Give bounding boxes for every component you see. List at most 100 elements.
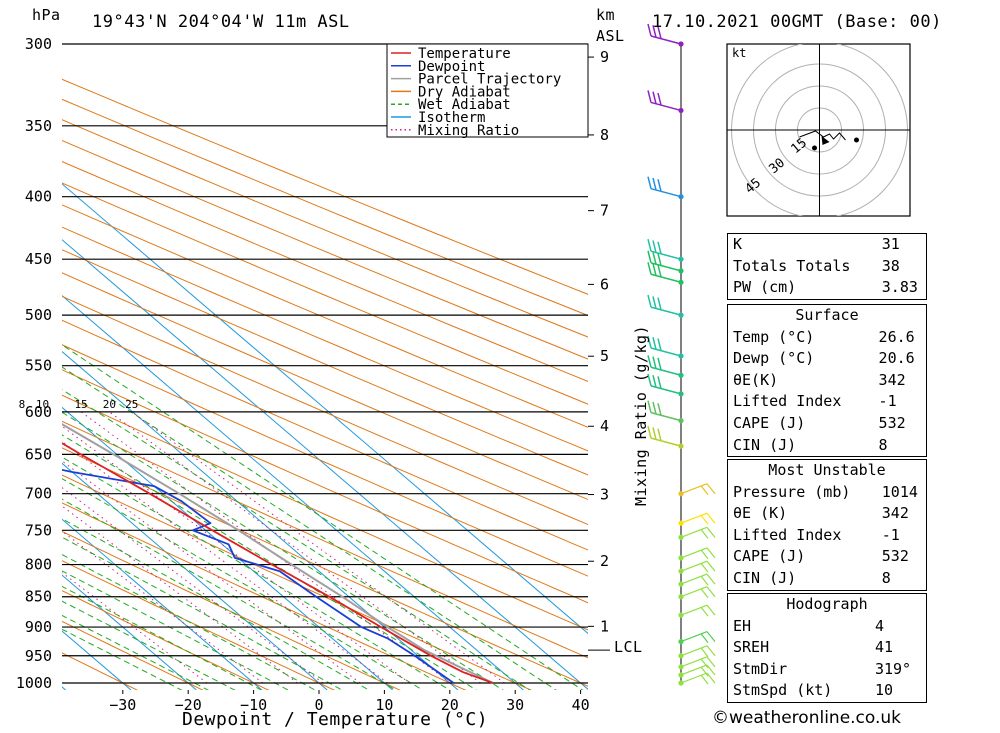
table-key: StmSpd (kt) bbox=[733, 681, 833, 700]
legend-label: Wet Adiabat bbox=[418, 97, 511, 113]
wind-barb bbox=[647, 262, 684, 285]
table-row: EH 4 bbox=[728, 616, 927, 638]
isotherm-line bbox=[62, 406, 393, 690]
legend-label: Isotherm bbox=[418, 110, 485, 126]
table-row: StmDir 319° bbox=[728, 659, 927, 681]
wind-barb-dot bbox=[678, 555, 684, 561]
table-key: PW (cm) bbox=[733, 278, 797, 297]
table-value: 38 bbox=[881, 256, 900, 275]
pressure-axis: 300 350 400 450 500 550 600 650 700 750 800 850 900 9… bbox=[16, 35, 52, 692]
wind-barb-dot bbox=[678, 534, 684, 540]
wind-barb-dot bbox=[678, 639, 684, 645]
table-value: 4 bbox=[874, 616, 884, 635]
wind-barb bbox=[647, 335, 684, 359]
table-value: 26.6 bbox=[878, 327, 915, 346]
wind-barb-dot bbox=[678, 491, 684, 497]
hodograph-point bbox=[854, 137, 859, 143]
wind-barb-dot bbox=[678, 672, 684, 678]
table-key: Pressure (mb) bbox=[733, 482, 851, 501]
isotherm-lines bbox=[62, 183, 588, 690]
wind-barb-dot bbox=[678, 353, 684, 359]
pressure-tick-label: 900 bbox=[25, 618, 52, 636]
km-tick-label: 1 bbox=[600, 617, 609, 635]
wind-barb bbox=[647, 355, 684, 378]
table-value: -1 bbox=[881, 525, 900, 544]
wind-barb bbox=[678, 656, 716, 670]
mixing-ratio-line bbox=[62, 486, 324, 684]
pressure-tick-label: 750 bbox=[25, 521, 52, 539]
wind-barb bbox=[647, 400, 684, 424]
wind-barb bbox=[678, 547, 716, 561]
surface-title: Surface bbox=[795, 306, 859, 324]
table-row: K 31 bbox=[728, 234, 927, 256]
most-unstable-table: Most Unstable Pressure (mb) 1014 θE (K) 34… bbox=[727, 459, 927, 591]
wet-adiabat-line bbox=[62, 388, 531, 690]
mixing-ratio-axis-title: Mixing Ratio (g/kg) bbox=[632, 324, 650, 506]
wet-adiabat-line bbox=[62, 478, 424, 690]
table-row: Totals Totals 38 bbox=[728, 256, 927, 278]
wind-barb-dot bbox=[678, 372, 684, 378]
isotherm-line bbox=[62, 574, 197, 690]
table-value: 342 bbox=[881, 504, 909, 523]
wet-adiabat-line bbox=[62, 344, 584, 690]
dry-adiabat-line bbox=[62, 139, 588, 360]
datetime-label: 17.10.2021 00GMT (Base: 00) bbox=[652, 12, 942, 32]
dry-adiabat-line bbox=[62, 560, 336, 690]
surface-table: Surface Temp (°C) 26.6 Dewp (°C) 20.6 θE(K… bbox=[727, 304, 927, 458]
table-key: Dewp (°C) bbox=[733, 349, 815, 368]
table-key: CAPE (J) bbox=[733, 547, 806, 566]
table-value: 342 bbox=[878, 370, 906, 389]
x-tick-label: 0 bbox=[314, 696, 323, 714]
wind-barb bbox=[647, 90, 684, 114]
wind-barb bbox=[678, 672, 716, 686]
table-row: Lifted Index -1 bbox=[728, 525, 927, 547]
table-row: Lifted Index -1 bbox=[728, 391, 927, 413]
x-tick-label: 30 bbox=[506, 696, 524, 714]
hodograph-unit-label: kt bbox=[732, 46, 746, 60]
pressure-tick-label: 400 bbox=[25, 188, 52, 206]
table-row: CAPE (J) 532 bbox=[728, 413, 927, 435]
hodograph-point bbox=[812, 145, 817, 151]
mixing-ratio-label: 10 bbox=[36, 398, 49, 411]
wind-barb bbox=[647, 373, 684, 397]
dry-adiabat-line bbox=[62, 620, 204, 690]
table-key: CAPE (J) bbox=[733, 413, 806, 432]
pressure-tick-label: 450 bbox=[25, 250, 52, 268]
table-value: 532 bbox=[878, 413, 906, 432]
temperature-axis: −30 −20 −10 0 10 20 30 40 bbox=[109, 690, 590, 714]
table-key: Lifted Index bbox=[733, 392, 842, 411]
isotherm-line bbox=[62, 294, 524, 690]
dry-adiabat-line bbox=[62, 420, 588, 659]
mixing-ratio-labels: 12346810152025 bbox=[19, 398, 139, 411]
hodograph-trace bbox=[799, 130, 846, 141]
wind-barb-dot bbox=[678, 107, 684, 114]
dry-adiabat-line bbox=[62, 119, 588, 338]
wind-barb-dot bbox=[678, 520, 684, 526]
wet-adiabat-line bbox=[62, 366, 557, 690]
dry-adiabat-line bbox=[62, 98, 588, 317]
table-key: CIN (J) bbox=[733, 568, 797, 587]
pressure-tick-label: 950 bbox=[25, 647, 52, 665]
wind-barb-dot bbox=[678, 418, 684, 424]
km-tick-label: 4 bbox=[600, 417, 609, 435]
isotherm-line bbox=[62, 462, 328, 690]
x-axis-title: Dewpoint / Temperature (°C) bbox=[182, 709, 489, 730]
wind-barb bbox=[678, 526, 716, 540]
wet-adiabat-line bbox=[62, 434, 478, 690]
table-row: Pressure (mb) 1014 bbox=[728, 482, 927, 504]
table-key: Totals Totals bbox=[733, 256, 851, 275]
wet-adiabat-line bbox=[62, 456, 451, 690]
wind-barb bbox=[678, 573, 716, 587]
table-key: K bbox=[733, 235, 743, 253]
wind-barb-dot bbox=[678, 594, 684, 600]
dry-adiabat-line bbox=[62, 590, 270, 690]
wet-adiabat-line bbox=[62, 553, 316, 690]
credit-link[interactable]: ©weatheronline.co.uk bbox=[712, 708, 902, 728]
mixing-ratio-lines bbox=[62, 411, 505, 684]
wind-barb-dot bbox=[678, 568, 684, 574]
km-tick-label: 9 bbox=[600, 48, 609, 66]
wind-barb bbox=[647, 239, 684, 262]
wet-adiabat-line bbox=[62, 498, 397, 690]
